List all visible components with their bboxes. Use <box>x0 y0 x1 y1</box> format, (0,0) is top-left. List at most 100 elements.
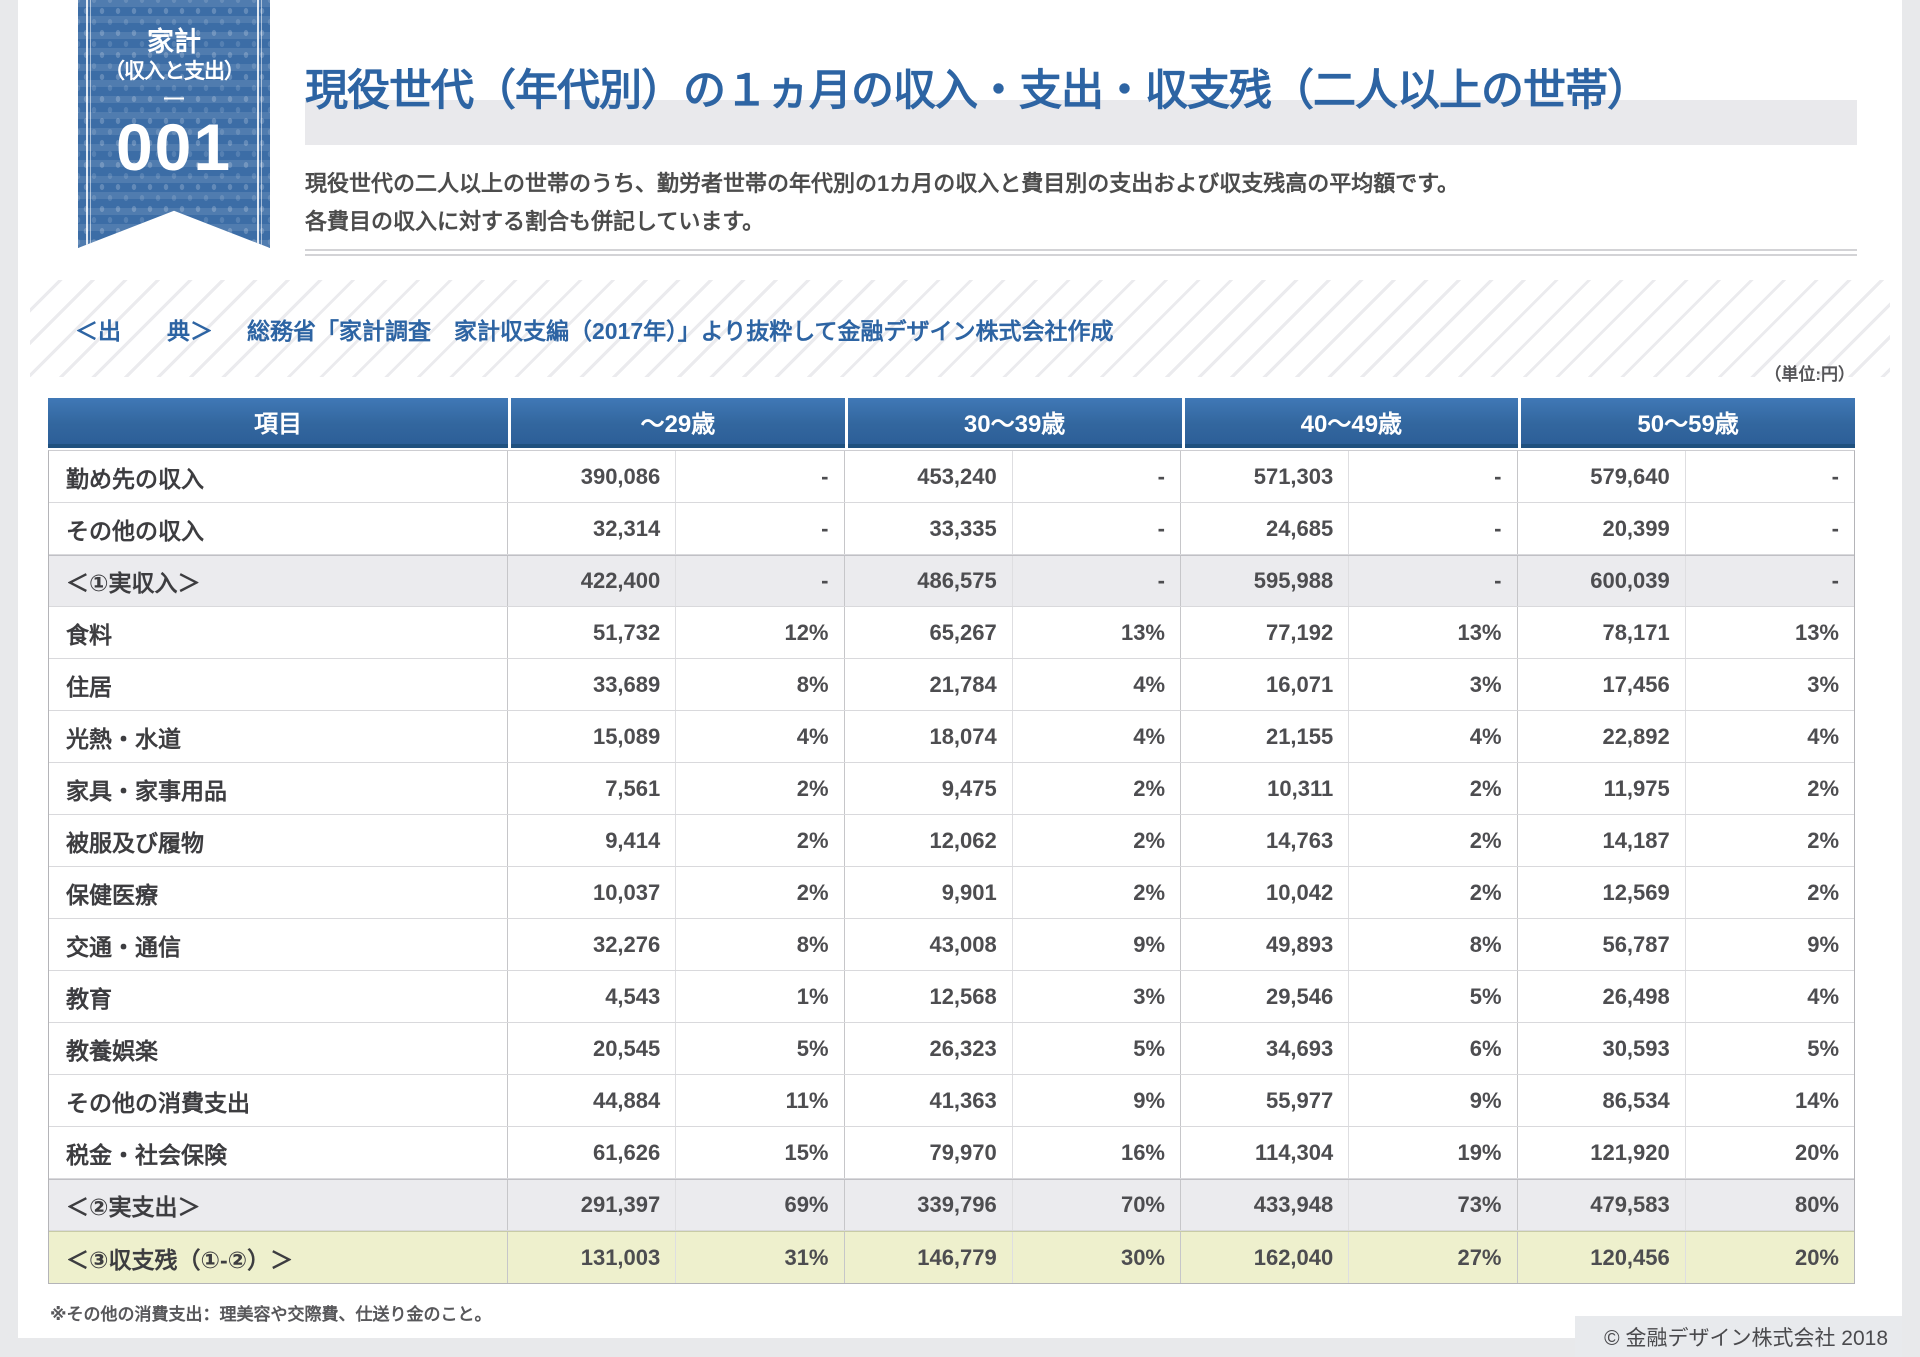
value-cell: 61,626 <box>508 1127 677 1178</box>
value-cell: 21,155 <box>1181 711 1350 762</box>
value-cell: 114,304 <box>1181 1127 1350 1178</box>
ribbon-pinstripe <box>86 0 91 248</box>
percent-cell: 2% <box>1349 867 1518 918</box>
table-row: 光熱・水道 15,089 4% 18,074 4% 21,155 4% 22,892 4% <box>49 711 1854 763</box>
value-cell: 479,583 <box>1518 1180 1686 1230</box>
row-label-cell: 税金・社会保険 <box>49 1127 508 1178</box>
value-cell: 24,685 <box>1181 503 1350 554</box>
percent-cell: 27% <box>1349 1232 1518 1283</box>
value-cell: 77,192 <box>1181 607 1350 658</box>
value-cell: 453,240 <box>845 451 1013 502</box>
value-cell: 422,400 <box>508 556 677 606</box>
table-row: ＜②実支出＞ 291,397 69% 339,796 70% 433,948 73% 479,… <box>49 1179 1854 1231</box>
value-cell: 9,901 <box>845 867 1013 918</box>
percent-cell: 6% <box>1349 1023 1518 1074</box>
row-label-cell: ＜①実収入＞ <box>49 556 508 606</box>
percent-cell: - <box>1013 556 1181 606</box>
value-cell: 131,003 <box>508 1232 677 1283</box>
percent-cell: 8% <box>676 919 845 970</box>
percent-cell: 2% <box>676 867 845 918</box>
percent-cell: 4% <box>1807 723 1839 749</box>
percent-cell: 3% <box>1807 671 1839 697</box>
value-cell: 65,267 <box>845 607 1013 658</box>
ribbon-pinstripe <box>257 0 262 248</box>
value-cell: 10,042 <box>1181 867 1350 918</box>
value-cell: 43,008 <box>845 919 1013 970</box>
value-cell: 49,893 <box>1181 919 1350 970</box>
value-cell: 10,037 <box>508 867 677 918</box>
table-row: 勤め先の収入 390,086-453,240-571,303-579,640- <box>49 451 1854 503</box>
value-cell: 146,779 <box>845 1232 1013 1283</box>
value-cell: 26,323 <box>845 1023 1013 1074</box>
row-label-cell: その他の収入 <box>49 503 508 554</box>
percent-cell: - <box>1831 515 1839 541</box>
value-cell: 595,988 <box>1181 556 1350 606</box>
table-row: その他の消費支出 44,884 11% 41,363 9% 55,977 9% 86,534 1… <box>49 1075 1854 1127</box>
value-cell: 12,569 <box>1518 867 1686 918</box>
percent-cell: 3% <box>1349 659 1518 710</box>
value-cell: 390,086 <box>508 451 677 502</box>
row-label-cell: 勤め先の収入 <box>49 451 508 502</box>
description-line2: 各費目の収入に対する割合も併記しています。 <box>305 209 765 234</box>
percent-cell: 4% <box>1349 711 1518 762</box>
description-line1: 現役世代の二人以上の世帯のうち、勤労者世帯の年代別の1カ月の収入と費目別の支出お… <box>305 171 1460 196</box>
column-header: 50～59歳 <box>1521 398 1855 448</box>
table-row: ＜①実収入＞ 422,400-486,575-595,988-600,039- <box>49 555 1854 607</box>
column-header: ～29歳 <box>511 398 845 448</box>
percent-cell: 13% <box>1794 619 1839 645</box>
value-cell: 78,171 <box>1518 607 1686 658</box>
value-cell: 51,732 <box>508 607 677 658</box>
row-label-cell: 教育 <box>49 971 508 1022</box>
value-cell: 486,575 <box>845 556 1013 606</box>
table-row: 食料 51,732 12% 65,267 13% 77,192 13% 78,171 13% <box>49 607 1854 659</box>
percent-cell: 20% <box>1794 1139 1839 1165</box>
page-description: 現役世代の二人以上の世帯のうち、勤労者世帯の年代別の1カ月の収入と費目別の支出お… <box>305 165 1865 241</box>
percent-cell: 9% <box>1013 919 1181 970</box>
value-cell: 9,475 <box>845 763 1013 814</box>
value-cell: 33,335 <box>845 503 1013 554</box>
value-cell: 55,977 <box>1181 1075 1350 1126</box>
value-cell: 11,975 <box>1518 763 1686 814</box>
table-row: 教養娯楽 20,545 5% 26,323 5% 34,693 6% 30,593 5% <box>49 1023 1854 1075</box>
source-text: ＜出 典＞ 総務省「家計調査 家計収支編（2017年）」より抜粋して金融デザイン株… <box>75 312 1114 346</box>
row-label-cell: 住居 <box>49 659 508 710</box>
row-label-cell: ＜③収支残（①-②）＞ <box>49 1232 508 1283</box>
percent-cell: 8% <box>1349 919 1518 970</box>
percent-cell: 80% <box>1794 1192 1839 1217</box>
percent-cell: 4% <box>1807 983 1839 1009</box>
percent-cell: 8% <box>676 659 845 710</box>
category-ribbon: 家計 （収入と支出） — 001 <box>78 0 270 248</box>
page-title: 現役世代（年代別）の１ヵ月の収入・支出・収支残（二人以上の世帯） <box>305 67 1650 115</box>
value-cell: 120,456 <box>1518 1232 1686 1283</box>
percent-cell: - <box>1013 451 1181 502</box>
source-band: ＜出 典＞ 総務省「家計調査 家計収支編（2017年）」より抜粋して金融デザイン株… <box>30 280 1890 377</box>
percent-cell: - <box>676 556 845 606</box>
table-row: その他の収入 32,314-33,335-24,685-20,399- <box>49 503 1854 555</box>
column-header: 30～39歳 <box>847 398 1182 448</box>
value-cell: 121,920 <box>1518 1127 1686 1178</box>
ribbon-category-line1: 家計 <box>147 27 201 57</box>
table-row: 保健医療 10,037 2% 9,901 2% 10,042 2% 12,569 2% <box>49 867 1854 919</box>
value-cell: 20,399 <box>1518 503 1686 554</box>
table-row: 交通・通信 32,276 8% 43,008 9% 49,893 8% 56,787 9% <box>49 919 1854 971</box>
percent-cell: - <box>1349 451 1518 502</box>
value-cell: 14,763 <box>1181 815 1350 866</box>
value-cell: 30,593 <box>1518 1023 1686 1074</box>
value-cell: 12,062 <box>845 815 1013 866</box>
footnote: ※その他の消費支出：理美容や交際費、仕送り金のこと。 <box>50 1305 492 1324</box>
value-cell: 571,303 <box>1181 451 1350 502</box>
percent-cell: 16% <box>1013 1127 1181 1178</box>
value-cell: 291,397 <box>508 1180 677 1230</box>
row-label-cell: 食料 <box>49 607 508 658</box>
percent-cell: 2% <box>676 815 845 866</box>
percent-cell: 2% <box>676 763 845 814</box>
value-cell: 17,456 <box>1518 659 1686 710</box>
column-header: 項目 <box>48 398 508 448</box>
table-row: 税金・社会保険 61,626 15% 79,970 16% 114,304 19% 121,9… <box>49 1127 1854 1179</box>
percent-cell: 20% <box>1794 1244 1839 1270</box>
percent-cell: 73% <box>1349 1180 1518 1230</box>
percent-cell: 1% <box>676 971 845 1022</box>
column-header: 40～49歳 <box>1184 398 1519 448</box>
percent-cell: 31% <box>676 1232 845 1283</box>
row-label-cell: 保健医療 <box>49 867 508 918</box>
